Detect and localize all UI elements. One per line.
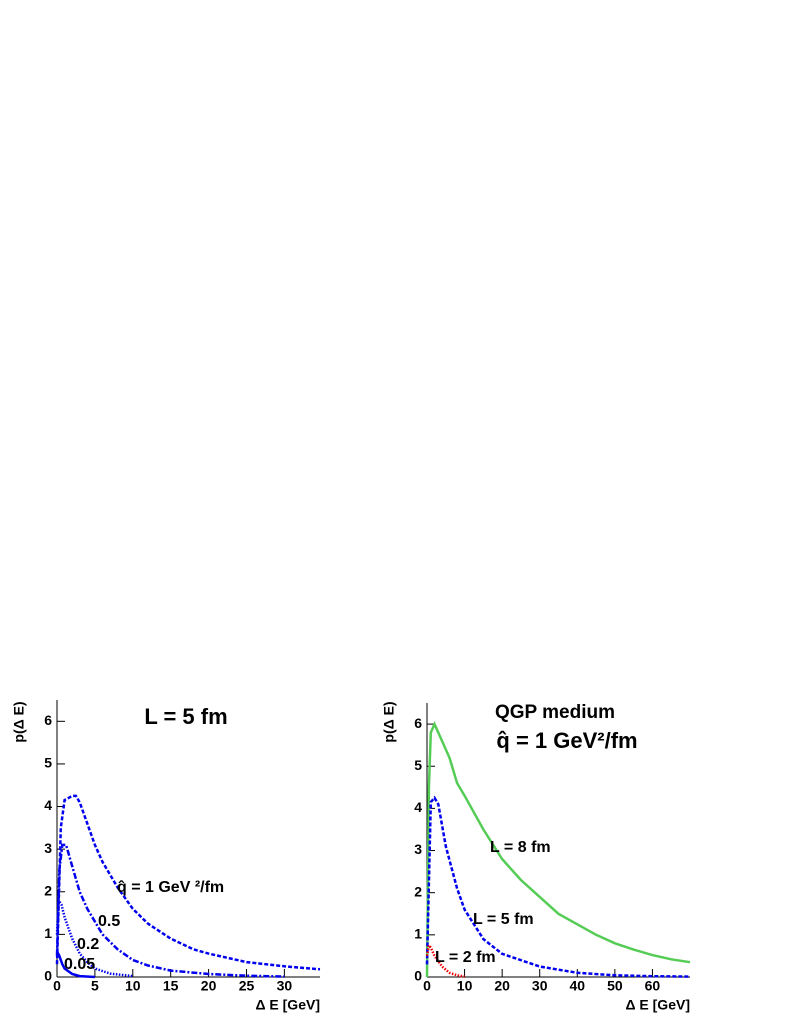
y-tick-label: 6 — [414, 715, 422, 731]
y-tick-label: 3 — [414, 841, 422, 857]
y-tick-label: 1 — [414, 926, 422, 942]
y-tick-label: 4 — [44, 797, 52, 813]
x-tick-label: 50 — [607, 978, 623, 994]
y-axis-label: p(Δ E) — [11, 701, 27, 742]
y-tick-label: 1 — [44, 925, 52, 941]
series-line — [425, 721, 691, 978]
y-tick-label: 0 — [414, 968, 422, 984]
series-label: q̂ = 1 GeV ²/fm — [117, 879, 224, 896]
x-tick-label: 40 — [569, 978, 585, 994]
y-tick-label: 5 — [414, 757, 422, 773]
x-tick-label: 15 — [163, 978, 179, 994]
series-label: 0.2 — [77, 936, 99, 953]
series-line — [425, 942, 465, 978]
chart-subtitle: q̂ = 1 GeV²/fm — [496, 728, 637, 753]
y-axis-label: p(Δ E) — [381, 701, 397, 742]
series-line — [425, 795, 691, 978]
x-axis-label: Δ E [GeV] — [625, 997, 690, 1013]
x-tick-label: 10 — [125, 978, 141, 994]
x-axis-label: Δ E [GeV] — [255, 997, 320, 1013]
x-tick-label: 20 — [494, 978, 510, 994]
y-tick-label: 6 — [44, 712, 52, 728]
chart-title: L = 5 fm — [144, 704, 227, 729]
y-tick-label: 3 — [44, 840, 52, 856]
series-label: 0.05 — [64, 956, 95, 973]
x-tick-label: 10 — [457, 978, 473, 994]
series-label: L = 8 fm — [490, 839, 551, 856]
series-label: 0.5 — [98, 913, 120, 930]
y-tick-label: 2 — [414, 883, 422, 899]
x-tick-label: 60 — [645, 978, 661, 994]
series-label: L = 5 fm — [473, 911, 534, 928]
y-tick-label: 4 — [414, 799, 422, 815]
x-tick-label: 5 — [91, 978, 99, 994]
y-tick-label: 5 — [44, 755, 52, 771]
chart-title: QGP medium — [495, 702, 615, 723]
series-label: L = 2 fm — [435, 949, 496, 966]
x-tick-label: 30 — [277, 978, 293, 994]
y-tick-label: 0 — [44, 968, 52, 984]
x-tick-label: 20 — [201, 978, 217, 994]
series-line — [55, 794, 321, 971]
y-tick-label: 2 — [44, 882, 52, 898]
x-tick-label: 25 — [239, 978, 255, 994]
x-tick-label: 0 — [53, 978, 61, 994]
series-line — [55, 950, 95, 979]
series-line — [55, 896, 133, 978]
series-line — [55, 843, 285, 978]
x-tick-label: 30 — [532, 978, 548, 994]
x-tick-label: 0 — [423, 978, 431, 994]
